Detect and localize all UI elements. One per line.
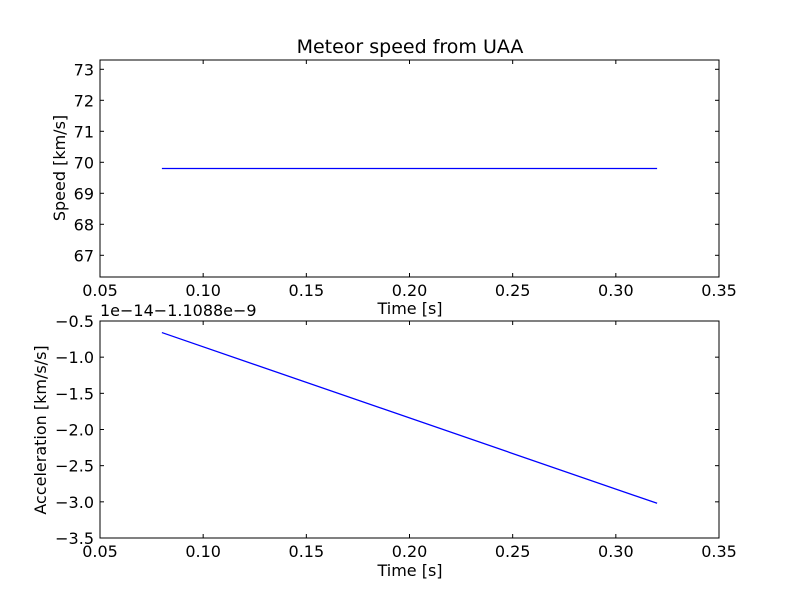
speed-x-tick-label: 0.05 — [82, 281, 118, 300]
acceleration-y-tick-label: −0.5 — [55, 312, 94, 331]
chart-title: Meteor speed from UAA — [297, 36, 524, 58]
speed-y-tick-label: 73 — [74, 60, 94, 79]
speed-x-tick-label: 0.10 — [185, 281, 221, 300]
speed-x-tick-label: 0.20 — [392, 281, 428, 300]
acceleration-y-tick-label: −2.5 — [55, 457, 94, 476]
acceleration-y-tick-label: −1.5 — [55, 384, 94, 403]
acceleration-y-tick-label: −3.5 — [55, 529, 94, 548]
acceleration-y-tick-label: −3.0 — [55, 493, 94, 512]
speed-x-axis-label: Time [s] — [376, 299, 442, 318]
acceleration-y-axis-label: Acceleration [km/s/s] — [31, 345, 50, 514]
acceleration-series-line — [161, 331, 658, 504]
speed-y-tick-label: 69 — [74, 184, 94, 203]
speed-y-tick-label: 72 — [74, 91, 94, 110]
speed-x-tick-label: 0.15 — [289, 281, 325, 300]
speed-x-tick-label: 0.30 — [598, 281, 634, 300]
acceleration-x-axis-label: Time [s] — [376, 561, 442, 580]
acceleration-x-tick-label: 0.15 — [289, 542, 325, 561]
acceleration-y-tick-label: −1.0 — [55, 348, 94, 367]
speed-y-tick-label: 71 — [74, 122, 94, 141]
speed-y-tick-label: 67 — [74, 246, 94, 265]
speed-y-tick-label: 70 — [74, 153, 94, 172]
acceleration-x-tick-label: 0.25 — [495, 542, 531, 561]
speed-y-tick-label: 68 — [74, 215, 94, 234]
acceleration-axes: 0.05 0.10 0.15 0.20 0.25 0.30 0.35 −0.5 −1.0 −1.5… — [55, 312, 737, 561]
speed-y-axis-label: Speed [km/s] — [50, 115, 69, 221]
speed-axes: 0.05 0.10 0.15 0.20 0.25 0.30 0.35 67 68 69 70 71 72… — [74, 59, 737, 300]
acceleration-x-tick-label: 0.35 — [701, 542, 737, 561]
speed-x-tick-label: 0.25 — [495, 281, 531, 300]
speed-x-tick-label: 0.35 — [701, 281, 737, 300]
acceleration-x-tick-label: 0.20 — [392, 542, 428, 561]
acceleration-x-tick-label: 0.10 — [185, 542, 221, 561]
acceleration-x-tick-label: 0.30 — [598, 542, 634, 561]
acceleration-x-tick-label: 0.05 — [82, 542, 118, 561]
acceleration-y-tick-label: −2.0 — [55, 421, 94, 440]
acceleration-offset-text: 1e−14−1.1088e−9 — [100, 301, 257, 320]
